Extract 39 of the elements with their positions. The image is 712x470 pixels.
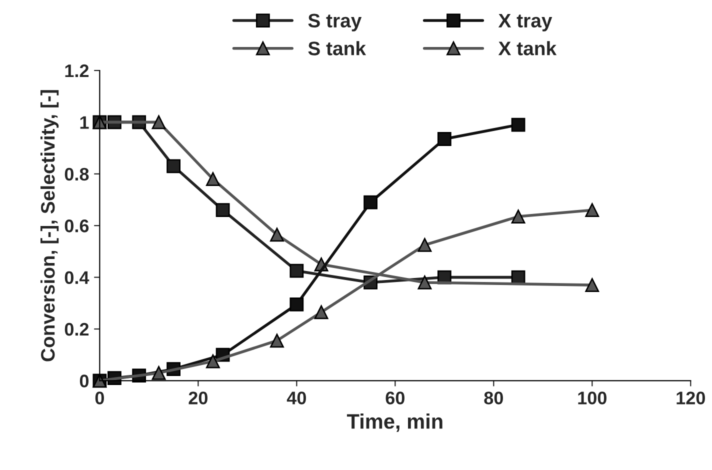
point — [290, 264, 304, 278]
legend-label: S tank — [308, 41, 366, 56]
y-tick-label: 0.8 — [64, 168, 89, 181]
point — [270, 228, 284, 242]
x-tick-label: 80 — [484, 392, 503, 404]
point — [418, 238, 432, 252]
x-tick-label: 0 — [95, 392, 104, 404]
y-tick-label: 0 — [80, 374, 89, 388]
point — [152, 366, 166, 380]
legend-label: X tray — [498, 14, 552, 32]
x-tick-label: 100 — [578, 392, 606, 404]
x-tick-label: 40 — [286, 392, 306, 404]
point — [290, 298, 304, 312]
point — [206, 172, 220, 186]
legend-label: X tank — [498, 41, 557, 56]
point — [511, 210, 526, 224]
point — [314, 305, 328, 320]
x-tick-label: 120 — [676, 392, 705, 404]
point — [585, 203, 600, 218]
y-tick-label: 0.6 — [64, 220, 89, 232]
point — [270, 334, 284, 348]
point — [418, 276, 432, 290]
point — [364, 195, 378, 210]
legend-label: S tray — [308, 14, 362, 32]
point — [585, 278, 600, 292]
point — [152, 115, 166, 130]
y-tick-label: 1.2 — [65, 64, 89, 78]
y-tick-label: 0.2 — [64, 322, 89, 336]
point — [206, 354, 220, 368]
point — [166, 159, 180, 174]
x-axis-title: Time, min — [346, 414, 442, 432]
point — [437, 132, 452, 146]
point — [216, 203, 230, 218]
y-tick-label: 1 — [80, 116, 89, 129]
y-tick-label: 0.4 — [64, 271, 90, 284]
x-tick-label: 20 — [188, 392, 208, 404]
x-tick-label: 60 — [386, 392, 404, 404]
point — [511, 118, 526, 132]
y-axis-title: Conversion, [-], Selectivity, [-] — [40, 90, 59, 362]
